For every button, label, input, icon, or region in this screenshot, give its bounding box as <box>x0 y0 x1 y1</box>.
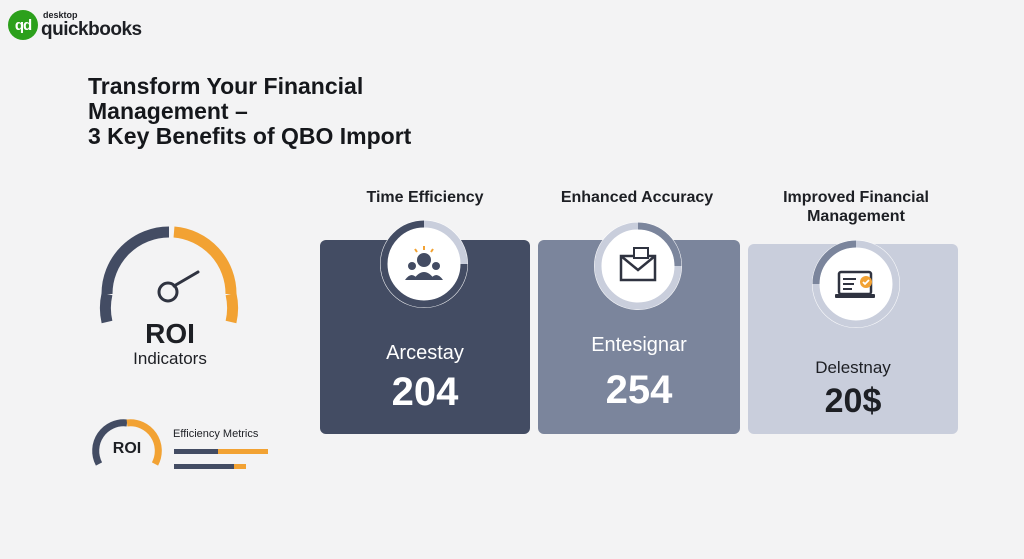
team-icon <box>380 220 468 308</box>
small-roi-label: ROI <box>112 440 142 457</box>
card-value: 204 <box>391 370 459 414</box>
card-label: Delestnay <box>815 358 891 377</box>
card-label: Entesignar <box>591 334 687 356</box>
roi-gauge-icon <box>99 226 239 324</box>
card-value: 254 <box>605 368 673 412</box>
column-title-time-efficiency: Time Efficiency <box>366 189 484 206</box>
column-title-improved-management: Improved Financial Management <box>783 189 929 225</box>
metric-bar <box>218 449 268 454</box>
efficiency-metrics-label: Efficiency Metrics <box>173 428 259 440</box>
logo-edition: desktop <box>43 10 78 20</box>
roi-subtitle: Indicators <box>133 349 207 368</box>
metric-bar <box>234 464 246 469</box>
card-label: Arcestay <box>386 342 464 364</box>
benefit-card-time-efficiency[interactable]: Arcestay 204 <box>320 240 530 434</box>
quickbooks-logo: qd desktop quickbooks <box>8 10 142 40</box>
roi-title: ROI <box>145 318 195 349</box>
card-value: 20$ <box>824 382 882 420</box>
envelope-icon <box>594 222 682 310</box>
metric-bar <box>174 449 218 454</box>
small-roi-gauge-icon <box>92 419 162 466</box>
page-title: Transform Your Financial Management – 3 … <box>88 73 412 149</box>
metric-bar <box>174 464 234 469</box>
column-title-enhanced-accuracy: Enhanced Accuracy <box>560 189 714 206</box>
laptop-check-icon <box>812 240 900 328</box>
logo-name: quickbooks <box>41 19 142 40</box>
logo-badge: qd <box>8 10 38 40</box>
